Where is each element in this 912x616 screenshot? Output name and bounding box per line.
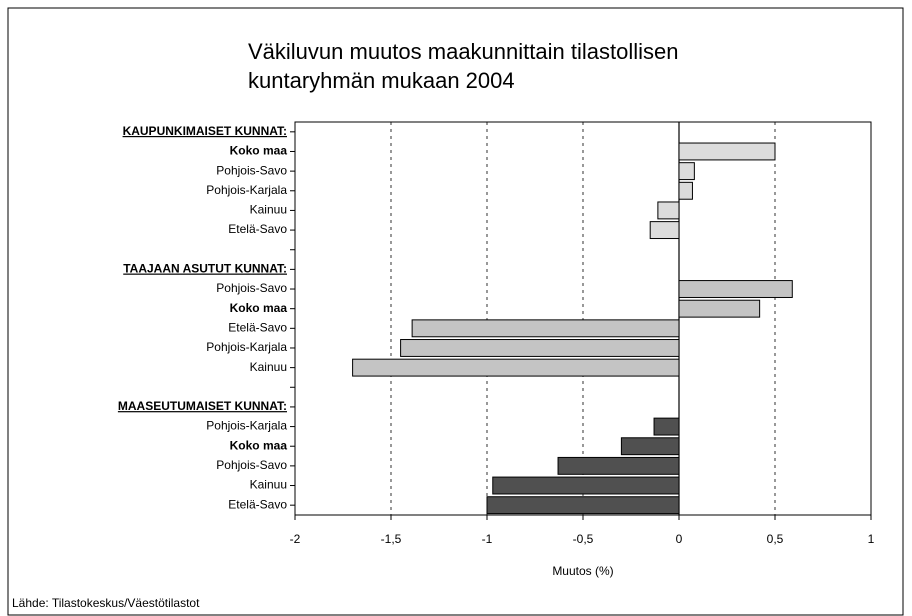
y-tick-label: Etelä-Savo	[228, 320, 287, 334]
y-tick-label: Pohjois-Savo	[216, 281, 287, 295]
y-tick-label: Kainuu	[250, 478, 287, 492]
y-tick-label: Kainuu	[250, 360, 287, 374]
x-tick-label: -2	[290, 532, 301, 546]
y-tick-label: Pohjois-Karjala	[206, 340, 287, 354]
y-tick-label: KAUPUNKIMAISET KUNNAT:	[123, 124, 287, 138]
bar	[678, 299, 761, 318]
bar	[678, 181, 693, 200]
bar	[678, 280, 793, 298]
frame	[7, 7, 904, 616]
y-tick-label: Koko maa	[230, 438, 288, 452]
x-tick-label: 0,5	[767, 532, 784, 546]
bar	[649, 221, 680, 240]
bar	[678, 142, 776, 161]
bar	[352, 358, 680, 377]
y-tick-label: Pohjois-Savo	[216, 458, 287, 472]
bar	[620, 437, 680, 456]
x-axis-label: Muutos (%)	[552, 564, 613, 578]
bar	[411, 319, 680, 338]
x-tick-label: -1	[482, 532, 493, 546]
x-tick-label: 0	[676, 532, 683, 546]
bar	[678, 162, 695, 181]
y-tick-label: Pohjois-Karjala	[206, 419, 287, 433]
bar	[492, 476, 680, 495]
bar	[486, 496, 680, 515]
y-tick-label: MAASEUTUMAISET KUNNAT:	[118, 399, 287, 413]
chart-title: kuntaryhmän mukaan 2004	[248, 68, 515, 93]
x-tick-label: -1,5	[381, 532, 402, 546]
y-tick-label: Kainuu	[250, 203, 287, 217]
source-note: Lähde: Tilastokeskus/Väestötilastot	[12, 596, 200, 610]
bar	[653, 417, 680, 436]
y-tick-label: Koko maa	[230, 301, 288, 315]
y-tick-label: Etelä-Savo	[228, 497, 287, 511]
y-tick-label: TAAJAAN ASUTUT KUNNAT:	[123, 262, 287, 276]
y-tick-label: Etelä-Savo	[228, 222, 287, 236]
x-tick-label: -0,5	[573, 532, 594, 546]
bar	[400, 339, 680, 357]
chart-title: Väkiluvun muutos maakunnittain tilastoll…	[248, 39, 678, 64]
y-tick-label: Koko maa	[230, 144, 288, 158]
bar	[557, 456, 680, 475]
y-tick-label: Pohjois-Karjala	[206, 183, 287, 197]
x-tick-label: 1	[868, 532, 875, 546]
bar	[657, 201, 680, 220]
y-tick-label: Pohjois-Savo	[216, 163, 287, 177]
